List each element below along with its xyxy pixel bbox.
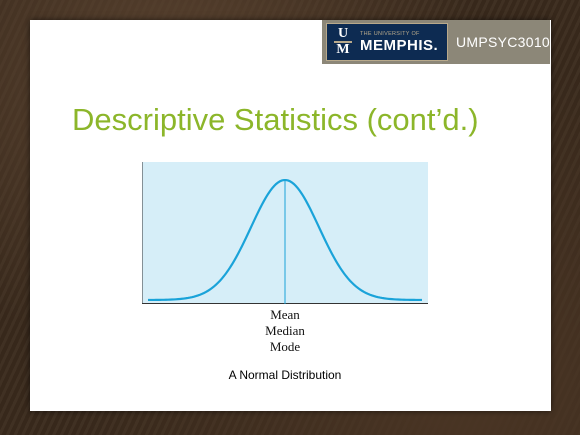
- slide-title: Descriptive Statistics (cont’d.): [72, 102, 479, 137]
- logo-mark-bottom: M: [336, 42, 350, 57]
- bell-curve: [147, 178, 423, 302]
- logo-mark-divider: [334, 41, 352, 43]
- logo-small-text: THE UNIVERSITY OF: [360, 30, 420, 37]
- label-median: Median: [265, 323, 305, 338]
- normal-distribution-figure: [142, 162, 428, 304]
- slide: U M THE UNIVERSITY OF MEMPHIS. UMPSYC301…: [30, 20, 551, 411]
- university-logo: U M THE UNIVERSITY OF MEMPHIS.: [326, 23, 448, 61]
- header-bar: U M THE UNIVERSITY OF MEMPHIS. UMPSYC301…: [322, 20, 550, 64]
- label-mean: Mean: [270, 307, 300, 322]
- figure-caption: A Normal Distribution: [228, 368, 342, 382]
- um-logo-mark: U M: [330, 27, 356, 57]
- logo-big-text: MEMPHIS.: [360, 36, 439, 54]
- bell-curve-plot: [142, 162, 428, 304]
- logo-text: THE UNIVERSITY OF MEMPHIS.: [360, 31, 438, 54]
- logo-mark-top: U: [337, 26, 349, 41]
- label-mode: Mode: [269, 339, 301, 354]
- course-code: UMPSYC3010: [455, 34, 550, 50]
